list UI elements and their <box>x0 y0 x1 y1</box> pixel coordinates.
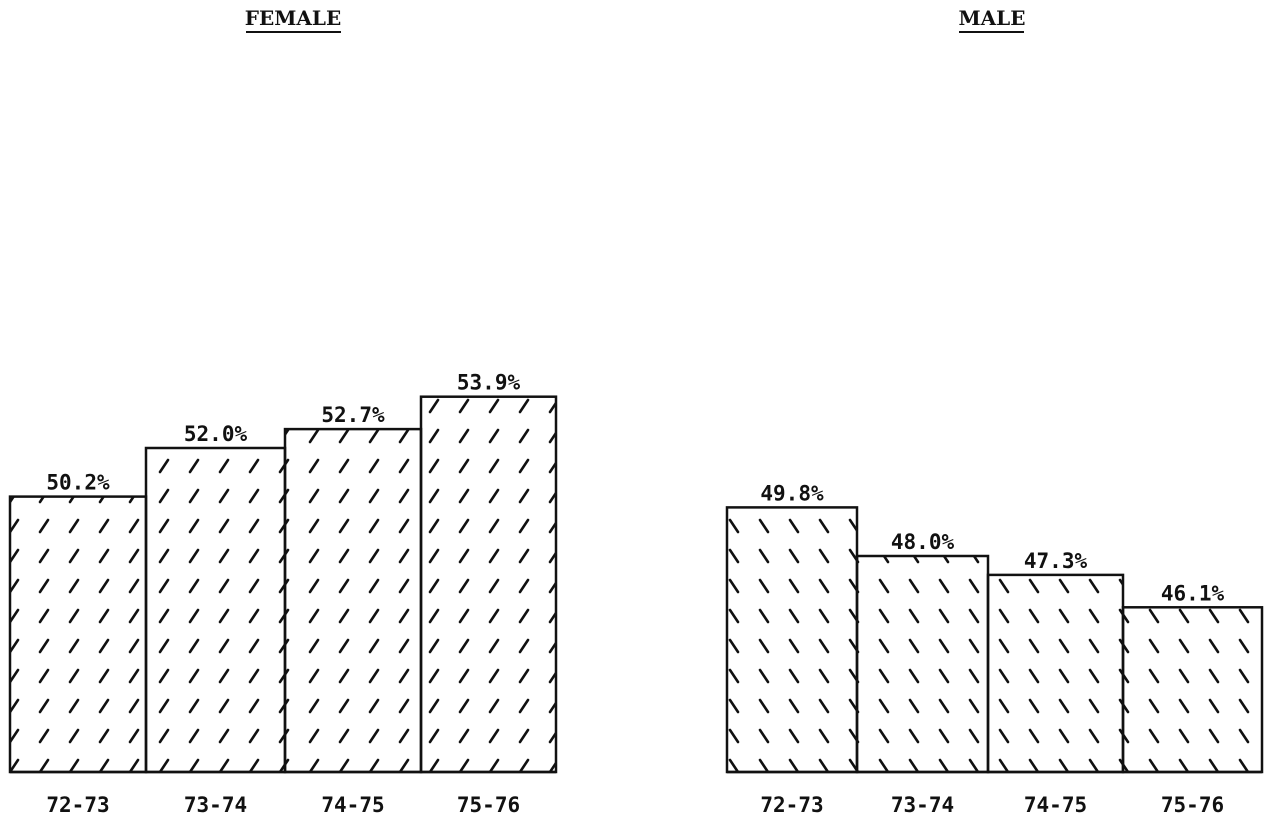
male-value-label-75-76: 46.1% <box>1161 581 1225 605</box>
male-bar-73-74 <box>855 554 990 774</box>
male-category-label-75-76: 75-76 <box>1161 793 1224 817</box>
male-chart-title: MALE <box>959 6 1026 30</box>
female-category-label-73-74: 73-74 <box>184 793 247 817</box>
female-category-label-75-76: 75-76 <box>457 793 520 817</box>
female-bar-72-73 <box>8 495 148 774</box>
female-chart: FEMALE 50.2% 72-73 52.0% 73-74 52.7% 74-75 53.… <box>8 6 558 817</box>
female-category-label-74-75: 74-75 <box>321 793 384 817</box>
male-value-label-73-74: 48.0% <box>891 530 955 554</box>
male-value-label-74-75: 47.3% <box>1024 549 1088 573</box>
female-value-label-74-75: 52.7% <box>321 403 385 427</box>
female-value-label-75-76: 53.9% <box>457 371 521 395</box>
female-category-label-72-73: 72-73 <box>46 793 109 817</box>
male-bar-72-73 <box>725 506 859 774</box>
female-bar-73-74 <box>144 446 287 774</box>
male-value-label-72-73: 49.8% <box>760 481 824 505</box>
male-bar-74-75 <box>986 573 1125 774</box>
male-chart: MALE 49.8% 72-73 48.0% 73-74 47.3% 74-75 46.1%… <box>725 6 1264 817</box>
female-value-label-72-73: 50.2% <box>46 471 110 495</box>
female-bar-74-75 <box>283 427 423 774</box>
female-value-label-73-74: 52.0% <box>184 422 248 446</box>
female-chart-title: FEMALE <box>245 6 341 30</box>
male-bar-75-76 <box>1121 606 1264 774</box>
female-bar-75-76 <box>419 395 558 774</box>
male-category-label-72-73: 72-73 <box>760 793 823 817</box>
male-category-label-73-74: 73-74 <box>891 793 954 817</box>
male-category-label-74-75: 74-75 <box>1024 793 1087 817</box>
